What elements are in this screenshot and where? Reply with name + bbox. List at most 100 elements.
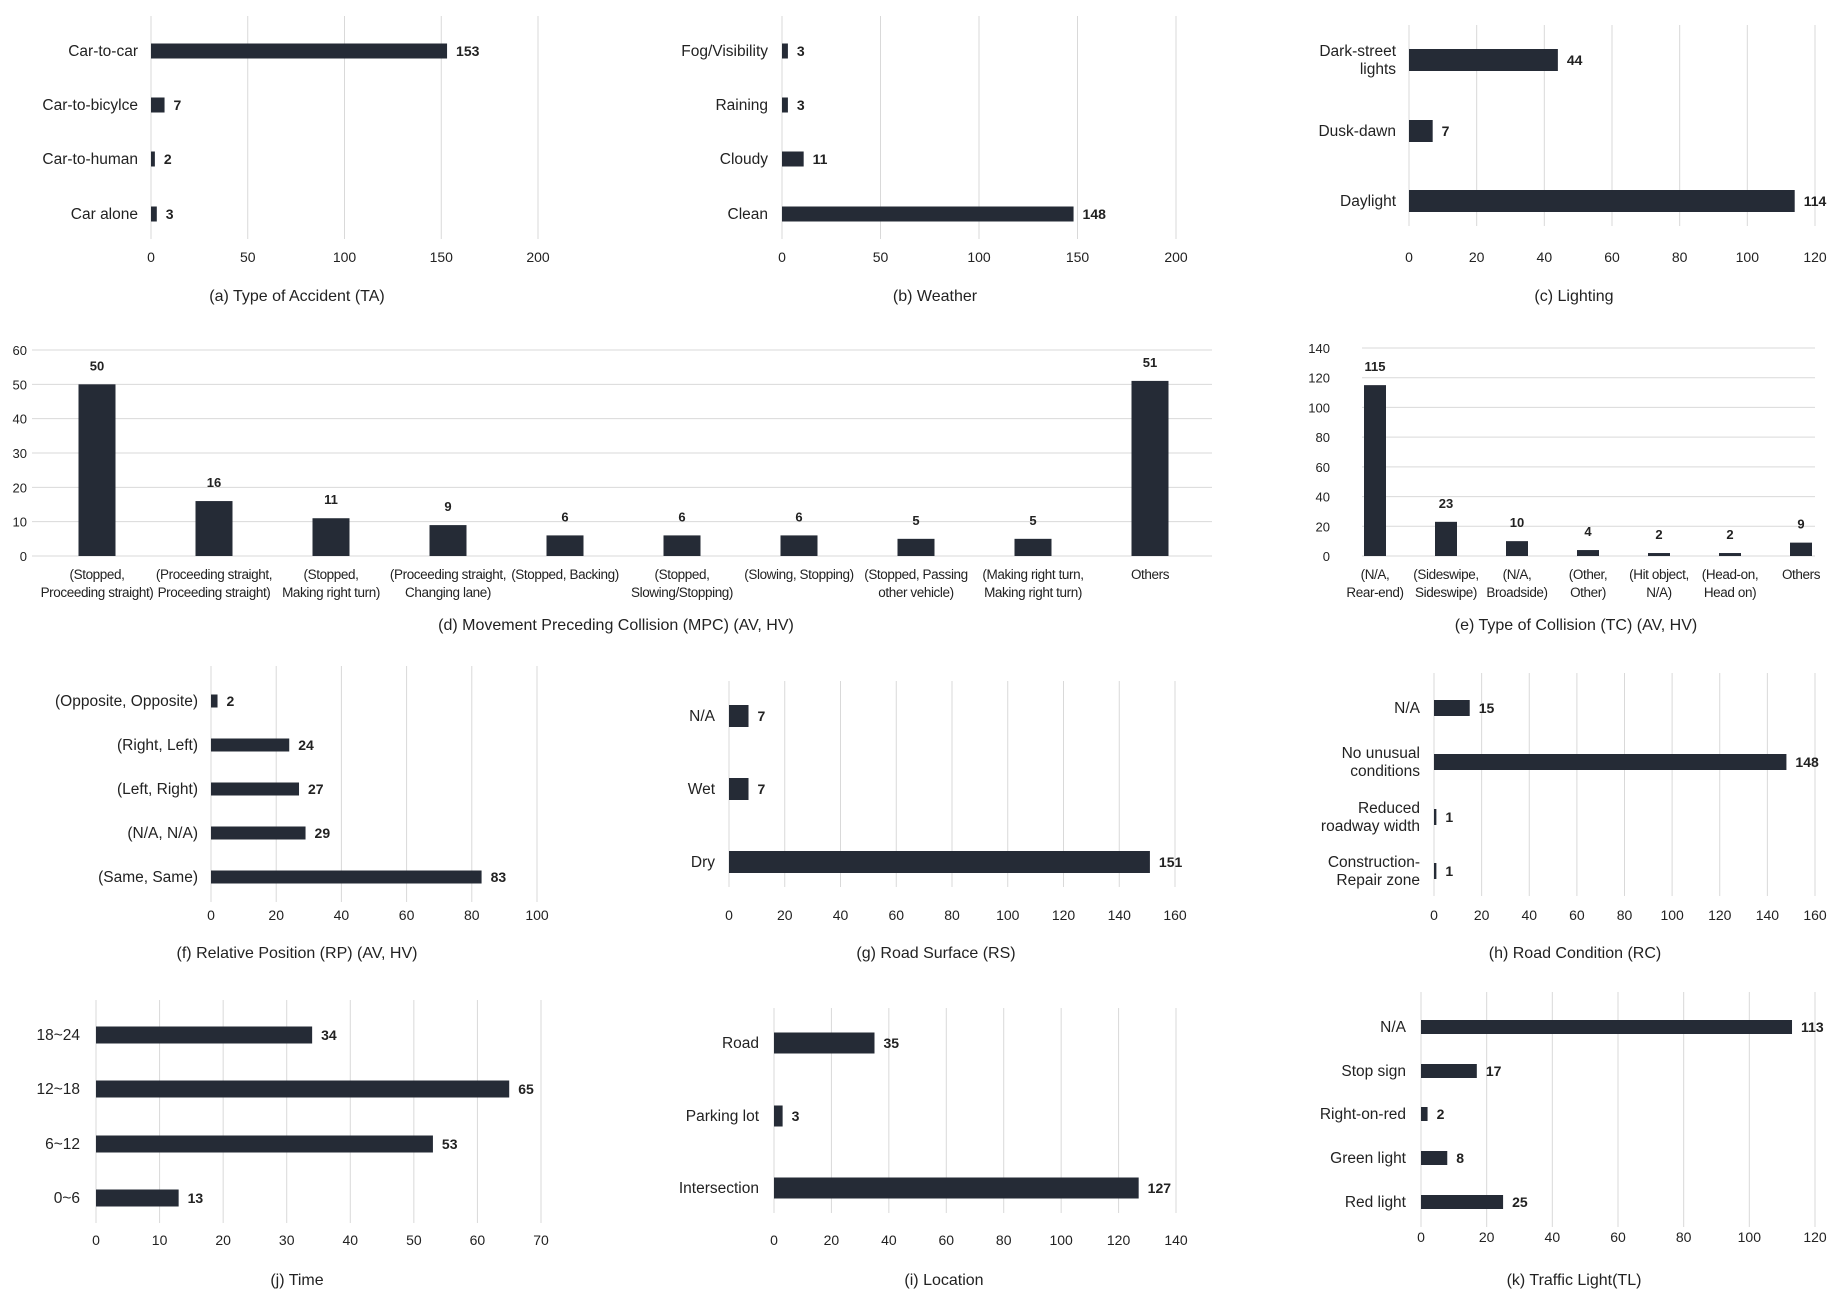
- category-label: (Hit object,: [1629, 567, 1689, 582]
- data-label: 4: [1584, 524, 1592, 539]
- x-tick-label: 20: [1474, 907, 1490, 923]
- category-label: Repair zone: [1336, 872, 1420, 889]
- bar: [151, 206, 157, 222]
- x-tick-label: 60: [1610, 1229, 1626, 1245]
- x-tick-label: 50: [406, 1232, 422, 1248]
- x-tick-label: 200: [526, 249, 550, 265]
- bar: [195, 501, 233, 556]
- data-label: 34: [321, 1027, 337, 1043]
- y-tick-label: 40: [1316, 490, 1330, 505]
- chart-time: 0 10 20 30 40 50 60 70 34 18~24 65 12~18 53 6~12 13 0~6…: [36, 1000, 549, 1289]
- x-tick-label: 150: [430, 249, 454, 265]
- x-tick-label: 100: [525, 907, 549, 923]
- category-label: Others: [1131, 567, 1170, 582]
- category-label: Broadside): [1486, 585, 1547, 600]
- bar: [663, 535, 701, 556]
- y-tick-label: 120: [1308, 371, 1330, 386]
- y-tick-label: 60: [13, 343, 27, 358]
- category-label: (Slowing, Stopping): [744, 567, 853, 582]
- category-label: Construction-: [1328, 854, 1420, 871]
- category-label: (Stopped,: [70, 567, 125, 582]
- x-tick-label: 40: [334, 907, 350, 923]
- bar: [96, 1189, 179, 1207]
- x-tick-label: 100: [1736, 249, 1760, 265]
- bar: [78, 384, 116, 556]
- category-label: Road: [722, 1035, 759, 1052]
- data-label: 5: [912, 513, 919, 528]
- category-label: Car-to-human: [42, 151, 138, 168]
- category-label: Proceeding straight): [41, 585, 154, 600]
- data-label: 153: [456, 43, 480, 59]
- bar: [1409, 120, 1433, 142]
- data-label: 2: [1726, 527, 1733, 542]
- chart-title: (h) Road Condition (RC): [1489, 945, 1662, 962]
- bar: [729, 778, 749, 800]
- data-label: 53: [442, 1136, 458, 1152]
- chart-rp: 0 20 40 60 80 100 2 (Opposite, Opposite) 24 (Righ…: [55, 666, 549, 962]
- category-label: (N/A,: [1361, 567, 1390, 582]
- bar: [729, 705, 749, 727]
- bar: [1131, 380, 1169, 556]
- y-tick-label: 20: [1316, 519, 1330, 534]
- x-tick-label: 60: [888, 907, 904, 923]
- x-tick-label: 0: [1405, 249, 1413, 265]
- data-label: 2: [227, 693, 235, 709]
- bar: [312, 518, 350, 556]
- y-tick-label: 140: [1308, 341, 1330, 356]
- x-tick-label: 20: [215, 1232, 231, 1248]
- bar: [1421, 1020, 1793, 1034]
- x-tick-label: 120: [1708, 907, 1732, 923]
- bar: [782, 206, 1074, 222]
- chart-title: (f) Relative Position (RP) (AV, HV): [177, 945, 418, 962]
- y-tick-label: 50: [13, 377, 27, 392]
- category-label: Car-to-car: [68, 43, 138, 60]
- x-tick-label: 100: [333, 249, 357, 265]
- bar: [96, 1080, 510, 1098]
- y-tick-label: 30: [13, 446, 27, 461]
- category-label: (Stopped,: [655, 567, 710, 582]
- data-label: 83: [491, 869, 507, 885]
- x-tick-label: 60: [938, 1232, 954, 1248]
- bar: [1409, 190, 1795, 212]
- category-label: Proceeding straight): [158, 585, 271, 600]
- category-label: Making right turn): [984, 585, 1082, 600]
- x-tick-label: 80: [1676, 1229, 1692, 1245]
- x-tick-label: 80: [996, 1232, 1012, 1248]
- x-tick-label: 120: [1107, 1232, 1131, 1248]
- bar: [1409, 49, 1558, 71]
- x-tick-label: 0: [1417, 1229, 1425, 1245]
- category-label: N/A: [1380, 1019, 1407, 1036]
- category-label: lights: [1360, 61, 1396, 78]
- y-tick-label: 0: [20, 549, 27, 564]
- category-label: Others: [1782, 567, 1821, 582]
- x-tick-label: 0: [92, 1232, 100, 1248]
- x-tick-label: 60: [1604, 249, 1620, 265]
- category-label: Sideswipe): [1415, 585, 1477, 600]
- bar: [211, 826, 306, 840]
- chart-ta: 0 50 100 150 200 153 Car-to-car 7 Car-to-bicylce…: [42, 16, 550, 305]
- category-label: 0~6: [54, 1190, 80, 1207]
- category-label: Raining: [715, 97, 768, 114]
- data-label: 6: [561, 509, 568, 524]
- x-tick-label: 100: [1660, 907, 1684, 923]
- bar: [211, 738, 290, 752]
- data-label: 127: [1148, 1180, 1172, 1196]
- category-label: Daylight: [1340, 193, 1397, 210]
- category-label: Other): [1570, 585, 1606, 600]
- x-tick-label: 40: [1521, 907, 1537, 923]
- category-label: roadway width: [1321, 818, 1420, 835]
- x-tick-label: 40: [833, 907, 849, 923]
- bar: [897, 538, 935, 556]
- y-tick-label: 0: [1323, 549, 1330, 564]
- data-label: 16: [207, 475, 221, 490]
- bar: [782, 43, 788, 59]
- bar: [1648, 553, 1670, 556]
- x-tick-label: 20: [777, 907, 793, 923]
- x-tick-label: 60: [1569, 907, 1585, 923]
- bar: [1364, 385, 1386, 556]
- category-label: Slowing/Stopping): [631, 585, 733, 600]
- category-label: Stop sign: [1341, 1063, 1406, 1080]
- data-label: 11: [324, 492, 338, 507]
- data-label: 15: [1479, 700, 1495, 716]
